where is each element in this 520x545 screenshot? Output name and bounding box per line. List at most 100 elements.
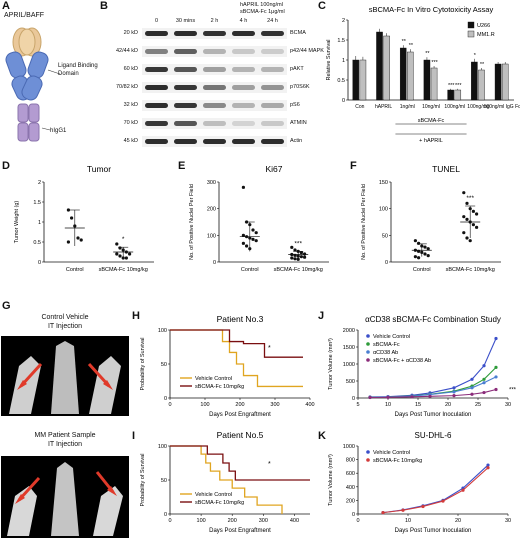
data-point xyxy=(494,336,498,341)
blot-row: 42/44 kD p42/44 MAPK xyxy=(100,44,324,59)
sig-mark: ** xyxy=(480,62,485,68)
blot-row: 70/82 kD p70S6K xyxy=(100,80,310,95)
y-tick-label: 50 xyxy=(382,233,388,239)
data-point xyxy=(290,256,294,260)
blot-band xyxy=(203,85,226,90)
data-point xyxy=(66,208,70,212)
chart-survival-patient3: 0 50 100 Patient No.3 Probability of Surviva… xyxy=(140,314,315,418)
data-point xyxy=(452,390,456,394)
data-point xyxy=(471,223,475,227)
x-tick-label: 15 xyxy=(415,402,421,408)
y-tick-label: 50 xyxy=(161,478,167,484)
y-axis-label: Tumor Weight (g) xyxy=(14,201,20,244)
bar-U266 xyxy=(494,63,502,101)
bar-MM1.R xyxy=(478,69,485,101)
data-point xyxy=(462,215,466,219)
data-point xyxy=(465,201,469,205)
x-tick-label: 30 xyxy=(505,518,511,524)
data-point xyxy=(465,217,469,221)
x-tick-label: 400 xyxy=(290,518,299,524)
blot-row: 60 kD pAKT xyxy=(100,62,304,77)
legend-label: αCD38 Ab xyxy=(373,350,398,356)
bar-MM1.R xyxy=(383,35,390,101)
data-point xyxy=(128,252,132,256)
data-point xyxy=(241,241,245,245)
data-point xyxy=(296,257,300,261)
survival-curve xyxy=(170,329,303,388)
x-tick-label: Control xyxy=(241,267,259,273)
y-tick-label: 50 xyxy=(161,362,167,368)
blot-band xyxy=(203,103,226,108)
bar-MM1.R xyxy=(454,89,462,101)
x-tick-label: 100ng/mg xyxy=(467,104,489,110)
x-tick-label: 300 xyxy=(270,402,279,408)
survival-curve xyxy=(170,445,283,514)
y-axis-label: Probability of Survival xyxy=(140,338,146,391)
blot-protein-label: pS6 xyxy=(290,102,300,108)
blot-size-label: 60 kD xyxy=(123,66,138,72)
blot-band xyxy=(145,121,168,126)
blot-strip xyxy=(142,64,287,75)
blot-size-label: 70/82 kD xyxy=(115,84,138,90)
x-tick-label: Con xyxy=(355,104,364,110)
data-point xyxy=(66,240,70,244)
y-axis-label: Relative Survival xyxy=(326,40,332,81)
x-axis-label: Days Post Tumor Inoculation xyxy=(395,412,472,418)
xray-bottom-title-2: IT Injection xyxy=(47,441,83,448)
data-point xyxy=(401,508,405,512)
blot-band xyxy=(174,121,197,126)
schematic-svg xyxy=(5,27,61,142)
y-tick-label: 0 xyxy=(352,396,355,402)
april-baff-title: APRIL/BAFF xyxy=(4,12,45,19)
blot-row: 70 kD ATMIN xyxy=(100,116,307,131)
blot-band xyxy=(203,49,226,54)
panel-label-I: I xyxy=(132,430,136,442)
blot-size-label: 45 kD xyxy=(123,138,138,144)
data-point xyxy=(410,395,414,399)
legend-label: sBCMA-Fc + αCD38 Ab xyxy=(373,358,431,364)
data-point xyxy=(482,390,486,395)
data-point xyxy=(462,231,466,235)
legend-label: sBCMA-Fc 10mg/kg xyxy=(195,500,244,506)
blot-size-label: 32 kD xyxy=(123,102,138,108)
data-point xyxy=(494,365,498,369)
data-point xyxy=(115,252,119,256)
legend-label: U266 xyxy=(477,23,490,29)
blot-band xyxy=(261,31,284,36)
y-tick-label: 800 xyxy=(346,458,355,464)
blot-band xyxy=(174,85,197,90)
growth-line xyxy=(369,367,497,398)
data-point xyxy=(494,375,498,379)
blot-band xyxy=(145,49,168,54)
legend-swatch xyxy=(467,30,475,38)
y-tick-label: 0 xyxy=(164,512,167,518)
x-tick-label: 200 xyxy=(235,402,244,408)
data-point xyxy=(482,381,486,385)
data-point xyxy=(76,236,80,240)
y-tick-label: 500 xyxy=(346,379,355,385)
legend-label: sBCMA-Fc 10mg/kg xyxy=(195,384,244,390)
y-tick-label: 100 xyxy=(158,328,167,334)
x-axis-label: Days Post Engraftment xyxy=(209,412,271,418)
chart-ki67: 0 100 200 300 Ki67 No. of Positive Nuclei Per… xyxy=(189,164,329,273)
data-point xyxy=(471,209,475,213)
blot-band xyxy=(174,103,197,108)
y-tick-label: 100 xyxy=(379,207,388,213)
group-label: sBCMA-Fc xyxy=(418,118,445,124)
bar-MM1.R xyxy=(430,67,438,101)
blot-band xyxy=(232,85,255,90)
y-axis-label: Tumor Volume (mm³) xyxy=(328,338,334,390)
x-tick-label: 100ng/ml IgG Fc xyxy=(484,104,520,110)
chart-title: αCD38 sBCMA-Fc Combination Study xyxy=(365,315,501,324)
sig-mark: *** xyxy=(448,83,455,89)
survival-curve xyxy=(170,329,303,358)
blot-time-3: 4 h xyxy=(239,18,248,24)
sig-mark: * xyxy=(268,461,271,468)
blot-strip xyxy=(142,82,287,93)
sig-mark: ** xyxy=(425,51,430,57)
y-tick-label: 2 xyxy=(38,180,41,186)
blot-band xyxy=(174,139,197,144)
y-tick-label: 1000 xyxy=(343,444,355,450)
x-tick-label: 10 xyxy=(385,402,391,408)
